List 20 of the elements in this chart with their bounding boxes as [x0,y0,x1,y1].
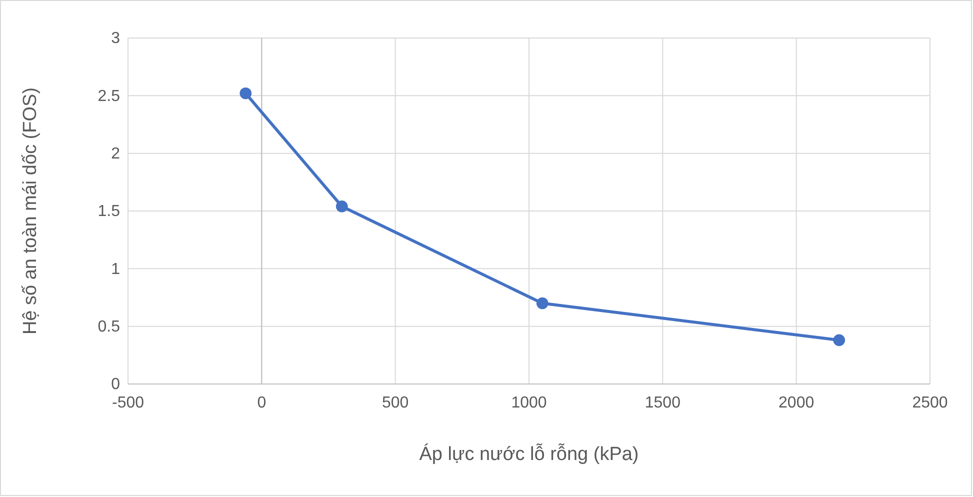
y-tick-label: 3 [111,30,120,48]
y-tick-label: 2.5 [98,88,120,105]
y-tick-label: 0.5 [98,318,120,336]
x-axis-title: Áp lực nước lỗ rỗng (kPa) [419,443,639,465]
point [536,297,548,310]
point [240,87,252,100]
y-tick-label: 0 [111,376,120,394]
x-tick-label: 500 [382,394,409,412]
y-axis-title: Hệ số an toàn mái dốc (FOS) [20,87,41,335]
x-tick-label: 1500 [644,394,681,412]
y-tick-label: 1.5 [98,203,120,220]
x-tick-label: -500 [112,394,144,412]
point [833,334,846,346]
x-tick-label: 2500 [912,394,948,412]
point [336,200,348,212]
x-tick-label: 2000 [778,394,814,412]
x-tick-label: 0 [257,394,266,412]
y-tick-label: 2 [111,145,120,162]
x-tick-label: 1000 [511,394,547,412]
y-tick-label: 1 [111,260,120,278]
